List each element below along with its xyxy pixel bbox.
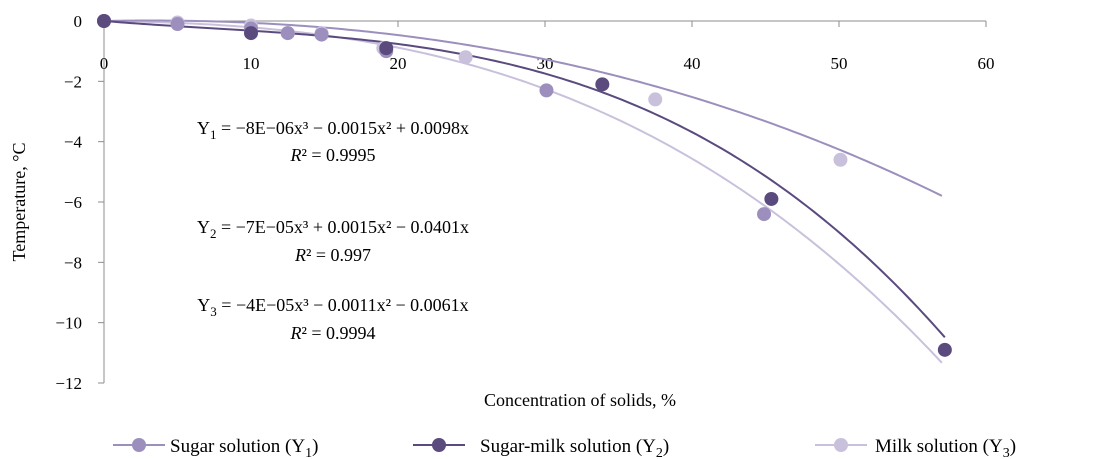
data-point-series-1 <box>314 27 329 42</box>
data-point-series-3 <box>458 50 473 65</box>
fit-curves <box>103 19 946 364</box>
y-tick-label: −10 <box>55 314 82 333</box>
data-point-series-3 <box>648 92 663 107</box>
data-point-series-2 <box>595 77 610 92</box>
data-point-series-2 <box>97 14 111 28</box>
data-point-series-2 <box>379 41 394 56</box>
legend-label-1: Sugar solution (Y1) <box>170 436 318 459</box>
legend-marker-1 <box>132 438 146 452</box>
y-axis-title: Temperature, °C <box>9 143 29 262</box>
legend-label-2: Sugar-milk solution (Y2) <box>480 436 669 459</box>
y-tick-label: −12 <box>55 374 82 393</box>
y-tick-label: −6 <box>64 193 82 212</box>
y-tick-label: 0 <box>74 12 83 31</box>
legend-label-3: Milk solution (Y3) <box>875 436 1016 459</box>
fit-curve-2 <box>103 20 946 339</box>
x-axis-title: Concentration of solids, % <box>484 390 676 410</box>
x-tick-label: 10 <box>243 54 260 73</box>
data-point-series-2 <box>937 342 952 357</box>
equation-2: Y2 = −7E−05x³ + 0.0015x² − 0.0401x <box>197 217 469 241</box>
y-tick-label: −2 <box>64 72 82 91</box>
equation-3: Y3 = −4E−05x³ − 0.0011x² − 0.0061x <box>197 295 468 319</box>
x-tick-label: 60 <box>978 54 995 73</box>
x-tick-label: 0 <box>100 54 109 73</box>
data-point-series-1 <box>757 207 772 222</box>
axes: 0 −2 −4 −6 −8 −10 −12 0 10 20 30 40 50 60 Concentratio… <box>9 12 995 410</box>
legend-marker-2 <box>432 438 446 452</box>
data-point-series-1 <box>280 26 295 41</box>
r-squared-1: R² = 0.9995 <box>289 145 375 165</box>
y-tick-label: −4 <box>64 133 83 152</box>
x-tick-label: 20 <box>390 54 407 73</box>
data-point-series-2 <box>764 191 779 206</box>
x-tick-label: 40 <box>684 54 701 73</box>
legend-marker-3 <box>834 438 848 452</box>
r-squared-3: R² = 0.9994 <box>289 323 375 343</box>
data-point-series-3 <box>833 152 848 167</box>
fit-curve-3 <box>103 20 943 364</box>
y-tick-label: −8 <box>64 253 82 272</box>
r-squared-2: R² = 0.997 <box>294 245 371 265</box>
x-tick-label: 30 <box>537 54 554 73</box>
data-point-series-1 <box>170 17 185 32</box>
fit-curve-1 <box>103 19 943 197</box>
equations: Y1 = −8E−06x³ − 0.0015x² + 0.0098x R² = 0… <box>197 118 469 343</box>
x-tick-label: 50 <box>831 54 848 73</box>
equation-1: Y1 = −8E−06x³ − 0.0015x² + 0.0098x <box>197 118 469 142</box>
data-points <box>97 14 952 357</box>
legend: Sugar solution (Y1) Sugar-milk solution (… <box>113 436 1016 459</box>
data-point-series-1 <box>539 83 554 98</box>
data-point-series-2 <box>244 26 258 41</box>
